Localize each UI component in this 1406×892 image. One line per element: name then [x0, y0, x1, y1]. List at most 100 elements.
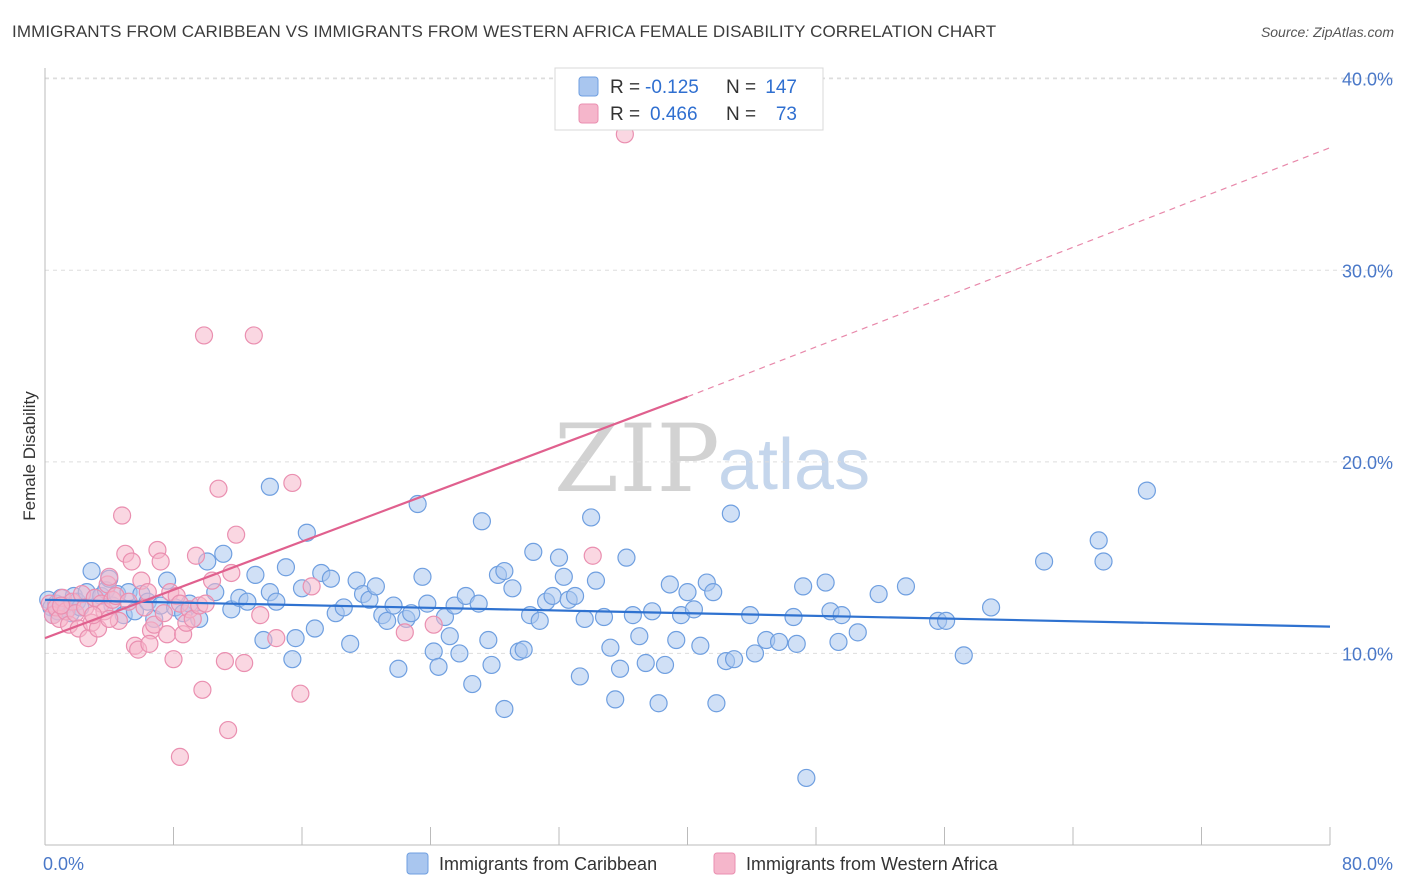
legend-caribbean-label: Immigrants from Caribbean: [439, 854, 657, 874]
data-point-caribbean: [617, 548, 636, 567]
data-point-western-africa: [151, 552, 170, 571]
data-point-caribbean: [543, 586, 562, 606]
data-point-caribbean: [1034, 552, 1054, 571]
data-point-caribbean: [586, 571, 606, 590]
data-point-caribbean: [721, 504, 740, 523]
y-tick-labels: 10.0% 20.0% 30.0% 40.0%: [1342, 70, 1393, 665]
y-tick-label: 20.0%: [1342, 453, 1393, 473]
data-point-caribbean: [1094, 552, 1113, 571]
data-point-western-africa: [164, 650, 183, 669]
data-point-caribbean: [384, 596, 403, 615]
data-point-western-africa: [424, 615, 443, 634]
data-point-caribbean: [787, 634, 806, 653]
data-point-caribbean: [707, 694, 726, 713]
data-point-caribbean: [606, 690, 625, 709]
data-point-caribbean: [601, 638, 620, 657]
data-point-caribbean: [472, 512, 491, 531]
data-point-caribbean: [524, 542, 543, 562]
y-axis-label: Female Disability: [20, 391, 39, 521]
data-point-caribbean: [869, 584, 888, 604]
data-point-caribbean: [267, 592, 286, 611]
data-point-caribbean: [214, 544, 233, 563]
data-point-western-africa: [157, 625, 177, 644]
data-point-caribbean: [745, 644, 765, 663]
legend: Immigrants from Caribbean Immigrants fro…: [406, 852, 999, 875]
trend-line-western-africa: [44, 395, 688, 640]
data-point-western-africa: [251, 606, 270, 625]
data-point-western-africa: [122, 552, 141, 571]
stats-pink-r-value: 0.466: [650, 104, 698, 125]
data-point-western-africa: [100, 567, 119, 586]
data-point-caribbean: [402, 604, 421, 623]
data-point-caribbean: [1137, 481, 1156, 500]
data-point-caribbean: [246, 565, 265, 584]
data-point-caribbean: [554, 567, 573, 586]
data-point-caribbean: [238, 592, 257, 611]
data-point-western-africa: [140, 634, 159, 653]
data-point-western-africa: [219, 720, 238, 740]
data-point-western-africa: [244, 326, 263, 345]
data-point-western-africa: [583, 546, 602, 565]
data-point-caribbean: [305, 619, 324, 638]
data-point-caribbean: [495, 561, 514, 581]
series-caribbean-points: [39, 477, 1156, 788]
data-point-caribbean: [896, 577, 916, 596]
data-point-caribbean: [623, 606, 642, 625]
data-point-western-africa: [395, 623, 414, 642]
data-point-caribbean: [848, 623, 867, 642]
data-point-caribbean: [341, 634, 360, 653]
data-point-caribbean: [1089, 531, 1108, 550]
data-point-caribbean: [691, 636, 710, 655]
data-point-caribbean: [832, 606, 851, 625]
data-point-caribbean: [283, 650, 302, 669]
stats-pink-n-value: 73: [776, 104, 797, 125]
stats-blue-swatch: [578, 76, 599, 97]
watermark: ZIP atlas: [554, 405, 870, 514]
data-point-caribbean: [981, 598, 1001, 617]
data-point-caribbean: [704, 583, 723, 602]
data-point-western-africa: [170, 747, 190, 766]
data-point-caribbean: [684, 600, 704, 619]
stats-box-frame: [554, 67, 824, 131]
data-point-caribbean: [649, 694, 668, 713]
data-point-western-africa: [186, 546, 206, 565]
data-point-caribbean: [954, 646, 973, 665]
data-point-caribbean: [784, 607, 803, 627]
legend-caribbean-swatch: [406, 852, 429, 875]
stats-blue-r-label: R =: [610, 77, 640, 98]
data-point-caribbean: [479, 630, 498, 650]
data-point-caribbean: [514, 640, 533, 659]
watermark-zip: ZIP: [554, 405, 720, 514]
data-point-caribbean: [594, 607, 614, 627]
data-point-caribbean: [482, 655, 501, 675]
data-point-caribbean: [366, 577, 385, 596]
stats-blue-n-value: 147: [765, 77, 797, 98]
y-tick-label: 40.0%: [1342, 70, 1393, 90]
data-point-caribbean: [260, 477, 279, 496]
data-point-caribbean: [429, 657, 448, 676]
data-point-caribbean: [530, 611, 549, 630]
chart-title: IMMIGRANTS FROM CARIBBEAN VS IMMIGRANTS …: [12, 22, 997, 41]
data-point-caribbean: [463, 674, 482, 694]
series-western-africa-points: [40, 125, 634, 766]
data-point-western-africa: [112, 506, 132, 525]
data-point-western-africa: [209, 479, 228, 498]
data-point-caribbean: [829, 632, 848, 652]
data-point-caribbean: [413, 567, 432, 586]
data-point-caribbean: [286, 629, 305, 648]
data-point-caribbean: [424, 642, 443, 661]
data-point-caribbean: [678, 583, 697, 602]
data-point-caribbean: [667, 630, 686, 650]
data-point-caribbean: [503, 579, 522, 598]
data-point-western-africa: [283, 473, 302, 493]
data-point-caribbean: [610, 659, 630, 678]
data-point-caribbean: [418, 594, 437, 613]
data-point-western-africa: [291, 684, 310, 703]
data-point-western-africa: [227, 525, 246, 544]
data-point-caribbean: [389, 659, 408, 678]
trend-lines: [44, 147, 1331, 640]
data-point-western-africa: [302, 577, 321, 596]
data-point-western-africa: [235, 653, 254, 673]
data-point-western-africa: [267, 629, 286, 648]
